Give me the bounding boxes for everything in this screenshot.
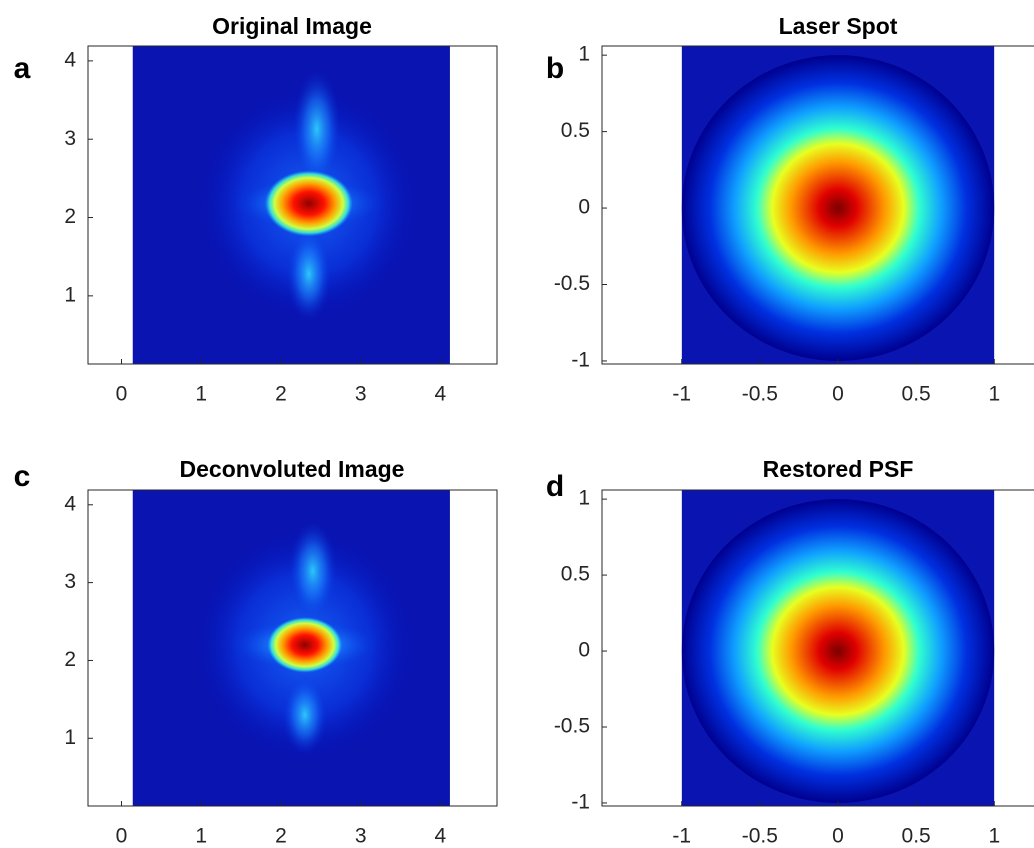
x-tick-label: 1 (195, 825, 207, 848)
y-tick-label: 1 (578, 43, 590, 66)
x-tick-label: 0 (116, 825, 128, 848)
streak (287, 227, 332, 321)
heatmap (682, 490, 995, 806)
y-tick-label: -1 (571, 348, 590, 371)
x-tick-label: 4 (435, 825, 447, 848)
heatmap (682, 46, 995, 364)
panel-label: b (546, 52, 564, 85)
streak (293, 70, 341, 187)
x-tick-label: 3 (355, 825, 367, 848)
y-tick-label: -0.5 (554, 715, 590, 738)
y-tick-label: 0 (578, 639, 590, 662)
panel-label: a (14, 52, 31, 85)
y-tick-label: -1 (571, 791, 590, 814)
peak (268, 617, 343, 673)
x-tick-label: 1 (195, 383, 207, 406)
y-tick-label: 2 (64, 205, 76, 228)
x-tick-label: 0 (116, 383, 128, 406)
y-tick-label: 4 (64, 48, 76, 71)
x-tick-label: -0.5 (742, 825, 778, 848)
heatmap (133, 490, 450, 806)
y-tick-label: 1 (64, 726, 76, 749)
y-tick-label: 0 (578, 196, 590, 219)
y-tick-label: 3 (64, 570, 76, 593)
peak (265, 171, 353, 237)
y-tick-label: 2 (64, 648, 76, 671)
panel-title: Restored PSF (763, 456, 914, 482)
x-tick-label: 3 (355, 383, 367, 406)
y-tick-label: 1 (64, 283, 76, 306)
y-tick-label: 1 (578, 487, 590, 510)
x-tick-label: 2 (275, 825, 287, 848)
y-tick-label: 0.5 (561, 119, 590, 142)
x-tick-label: -1 (672, 825, 691, 848)
x-tick-label: 0 (832, 383, 844, 406)
x-tick-label: 0.5 (902, 825, 931, 848)
streak (283, 675, 328, 754)
figure: Original Image a 0 1 2 3 4 1 2 3 4 Laser Spot b -1 -0.… (0, 0, 1034, 848)
panel-label: c (14, 460, 31, 493)
panel-label: d (546, 470, 564, 503)
x-tick-label: 4 (435, 383, 447, 406)
heatmap (133, 46, 450, 364)
x-tick-label: 0.5 (902, 383, 931, 406)
x-tick-label: 1 (988, 825, 1000, 848)
x-tick-label: -0.5 (742, 383, 778, 406)
streak (289, 521, 337, 620)
peak (682, 55, 995, 361)
y-tick-label: 3 (64, 127, 76, 150)
y-tick-label: -0.5 (554, 272, 590, 295)
panel-title: Deconvoluted Image (180, 456, 405, 482)
x-tick-label: -1 (672, 383, 691, 406)
y-tick-label: 0.5 (561, 563, 590, 586)
x-tick-label: 0 (832, 825, 844, 848)
peak (682, 499, 995, 803)
y-tick-label: 4 (64, 492, 76, 515)
panel-title: Original Image (212, 13, 372, 39)
x-tick-label: 1 (988, 383, 1000, 406)
x-tick-label: 2 (275, 383, 287, 406)
panel-title: Laser Spot (779, 13, 898, 39)
